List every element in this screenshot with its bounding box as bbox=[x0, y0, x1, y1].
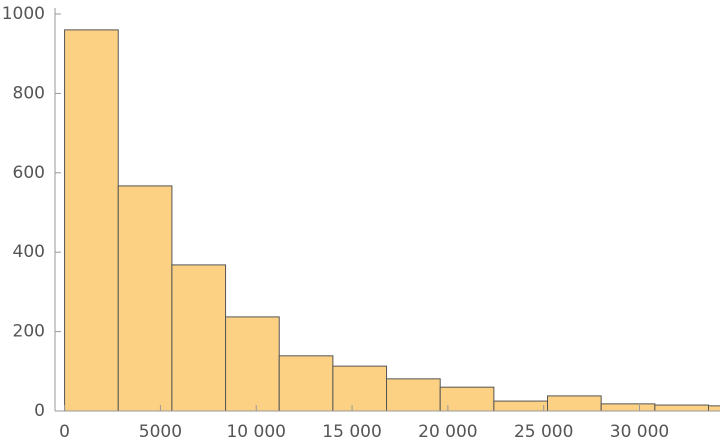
y-tick-label: 200 bbox=[13, 322, 45, 342]
bar bbox=[225, 316, 280, 412]
bar bbox=[278, 355, 334, 412]
x-tick-label: 30 000 bbox=[610, 422, 669, 442]
x-tick-label: 0 bbox=[59, 422, 70, 442]
bar bbox=[547, 395, 602, 412]
y-tick-label: 0 bbox=[34, 401, 45, 421]
bar bbox=[117, 185, 173, 412]
x-tick-label: 25 000 bbox=[514, 422, 573, 442]
bar bbox=[654, 404, 710, 412]
x-tick-label: 5000 bbox=[139, 422, 182, 442]
x-tick-label: 10 000 bbox=[226, 422, 285, 442]
y-tick-label: 1000 bbox=[2, 4, 45, 24]
bar bbox=[386, 378, 441, 412]
bar bbox=[493, 400, 549, 412]
y-tick-label: 800 bbox=[13, 83, 45, 103]
x-tick-label: 15 000 bbox=[322, 422, 381, 442]
bar bbox=[64, 29, 119, 412]
bar bbox=[332, 365, 388, 412]
bars bbox=[64, 29, 720, 412]
bar bbox=[708, 405, 720, 412]
y-tick-label: 600 bbox=[13, 163, 45, 183]
bar bbox=[171, 264, 227, 412]
bar bbox=[600, 403, 656, 412]
x-tick-label: 20 000 bbox=[418, 422, 477, 442]
y-tick-label: 400 bbox=[13, 242, 45, 262]
